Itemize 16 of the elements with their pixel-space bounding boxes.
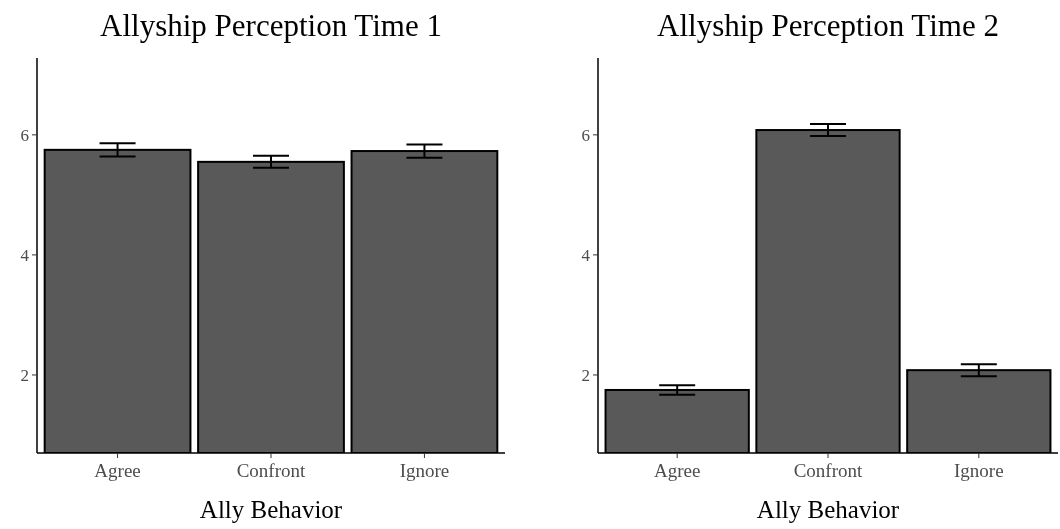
y-tick-label: 2 [581,365,590,385]
x-tick-label: Agree [653,460,701,481]
x-tick-label: Confront [793,460,864,481]
x-tick-label: Confront [236,460,307,481]
y-tick-label: 6 [20,125,29,145]
x-tick-label: Ignore [954,460,1004,481]
chart-title: Allyship Perception Time 1 [100,8,442,43]
y-tick-label: 4 [581,245,591,265]
y-tick-label: 4 [20,245,30,265]
x-axis-title: Ally Behavior [756,496,900,523]
y-tick-label: 2 [20,365,29,385]
x-tick-label: Ignore [399,460,450,481]
x-tick-label: Agree [94,460,141,481]
y-tick-label: 6 [581,125,590,145]
chart-title: Allyship Perception Time 2 [657,8,999,43]
x-axis-title: Ally Behavior [199,496,343,523]
